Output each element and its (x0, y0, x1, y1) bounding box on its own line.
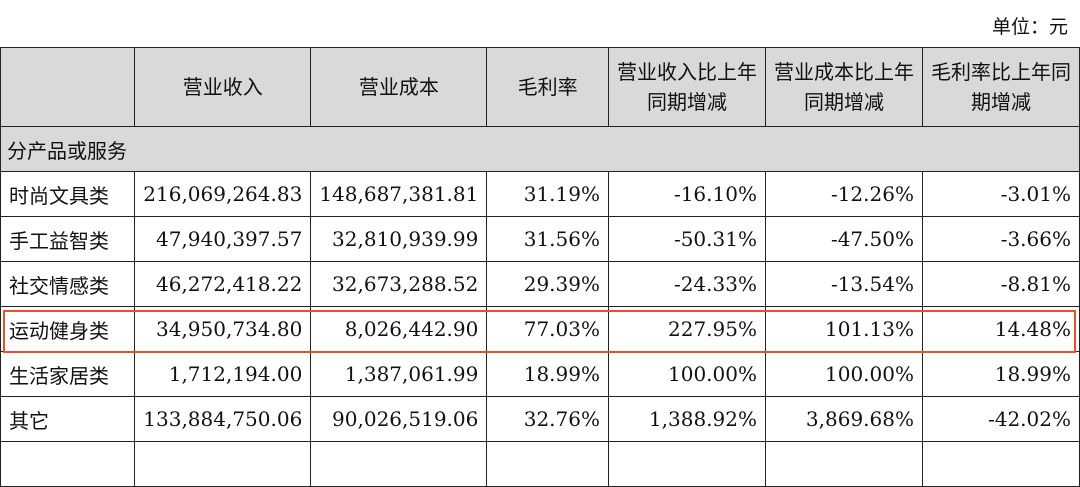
header-cost-yoy: 营业成本比上年 同期增减 (764, 47, 923, 127)
cell-cost-yoy: 100.00% (764, 351, 923, 397)
header-margin-yoy-line1: 毛利率比上年同 (930, 60, 1071, 84)
cell-margin-yoy: -8.81% (921, 261, 1080, 307)
row-name: 运动健身类 (0, 306, 136, 352)
table-row: 时尚文具类 216,069,264.83 148,687,381.81 31.1… (0, 171, 1080, 217)
cell-margin: 31.56% (486, 216, 609, 262)
unit-label: 单位：元 (992, 16, 1069, 38)
header-cost-yoy-line2: 同期增减 (803, 90, 884, 114)
section-label: 分产品或服务 (0, 126, 1080, 172)
table-row-partial (0, 441, 1080, 487)
table-row-highlighted: 运动健身类 34,950,734.80 8,026,442.90 77.03% … (0, 306, 1080, 352)
cell-revenue-yoy: 1,388.92% (607, 396, 766, 442)
empty-cell (486, 441, 609, 487)
cell-revenue: 1,712,194.00 (134, 351, 312, 397)
row-name: 手工益智类 (0, 216, 136, 262)
cell-margin-yoy: -42.02% (921, 396, 1080, 442)
cell-cost: 1,387,061.99 (310, 351, 488, 397)
empty-cell (921, 441, 1080, 487)
header-revenue-yoy-line2: 同期增减 (646, 90, 727, 114)
cell-cost-yoy: -12.26% (764, 171, 923, 217)
header-revenue: 营业收入 (134, 47, 312, 127)
header-blank (0, 47, 136, 127)
cell-revenue: 34,950,734.80 (134, 306, 312, 352)
empty-cell (310, 441, 488, 487)
empty-cell (607, 441, 766, 487)
table-row: 手工益智类 47,940,397.57 32,810,939.99 31.56%… (0, 216, 1080, 262)
cell-cost-yoy: 101.13% (764, 306, 923, 352)
cell-cost-yoy: 3,869.68% (764, 396, 923, 442)
cell-margin-yoy: -3.66% (921, 216, 1080, 262)
header-margin: 毛利率 (486, 47, 609, 127)
header-revenue-yoy: 营业收入比上年 同期增减 (607, 47, 766, 127)
cell-margin-yoy: -3.01% (921, 171, 1080, 217)
cell-cost: 8,026,442.90 (310, 306, 488, 352)
header-cost: 营业成本 (310, 47, 488, 127)
empty-cell (0, 441, 136, 487)
header-margin-yoy-line2: 期增减 (970, 90, 1031, 114)
cell-cost: 148,687,381.81 (310, 171, 488, 217)
cell-cost: 90,026,519.06 (310, 396, 488, 442)
empty-cell (764, 441, 923, 487)
cell-cost: 32,673,288.52 (310, 261, 488, 307)
cell-cost: 32,810,939.99 (310, 216, 488, 262)
header-cost-yoy-line1: 营业成本比上年 (773, 60, 914, 84)
cell-margin: 31.19% (486, 171, 609, 217)
table-row: 生活家居类 1,712,194.00 1,387,061.99 18.99% 1… (0, 351, 1080, 397)
cell-cost-yoy: -13.54% (764, 261, 923, 307)
row-name: 其它 (0, 396, 136, 442)
cell-revenue-yoy: -24.33% (607, 261, 766, 307)
cell-revenue-yoy: -16.10% (607, 171, 766, 217)
header-row: 营业收入 营业成本 毛利率 营业收入比上年 同期增减 营业成本比上年 同期增减 … (0, 47, 1080, 127)
cell-revenue: 216,069,264.83 (134, 171, 312, 217)
cell-margin: 18.99% (486, 351, 609, 397)
cell-revenue: 133,884,750.06 (134, 396, 312, 442)
section-row: 分产品或服务 (0, 126, 1080, 172)
cell-margin-yoy: 14.48% (921, 306, 1080, 352)
row-name: 生活家居类 (0, 351, 136, 397)
table-row: 社交情感类 46,272,418.22 32,673,288.52 29.39%… (0, 261, 1080, 307)
cell-margin: 29.39% (486, 261, 609, 307)
cell-revenue: 47,940,397.57 (134, 216, 312, 262)
header-margin-yoy: 毛利率比上年同 期增减 (921, 47, 1080, 127)
cell-margin: 32.76% (486, 396, 609, 442)
cell-revenue-yoy: 227.95% (607, 306, 766, 352)
cell-revenue: 46,272,418.22 (134, 261, 312, 307)
empty-cell (134, 441, 312, 487)
cell-revenue-yoy: -50.31% (607, 216, 766, 262)
cell-revenue-yoy: 100.00% (607, 351, 766, 397)
header-revenue-yoy-line1: 营业收入比上年 (616, 60, 757, 84)
cell-margin-yoy: 18.99% (921, 351, 1080, 397)
financial-table: 营业收入 营业成本 毛利率 营业收入比上年 同期增减 营业成本比上年 同期增减 … (0, 47, 1080, 487)
table-row: 其它 133,884,750.06 90,026,519.06 32.76% 1… (0, 396, 1080, 442)
row-name: 时尚文具类 (0, 171, 136, 217)
cell-cost-yoy: -47.50% (764, 216, 923, 262)
row-name: 社交情感类 (0, 261, 136, 307)
cell-margin: 77.03% (486, 306, 609, 352)
